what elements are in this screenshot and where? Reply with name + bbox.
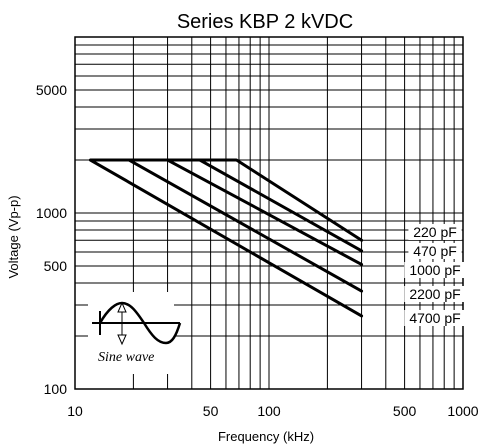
chart-title: Series KBP 2 kVDC [177, 11, 353, 33]
y-tick-label: 100 [44, 381, 68, 397]
amplitude-arrow-up-icon [117, 301, 127, 313]
x-tick-label: 500 [393, 403, 417, 419]
series-label: 470 pF [413, 243, 457, 259]
series-line [235, 158, 364, 242]
y-tick-label: 1000 [36, 205, 67, 221]
series-label: 2200 pF [409, 286, 460, 302]
series-label-bg [408, 224, 462, 240]
series-label: 220 pF [413, 224, 457, 240]
x-tick-label: 100 [257, 403, 281, 419]
sine-wave-inset: Sine wave [88, 292, 182, 374]
plot-frame [74, 36, 464, 390]
series-labels: 220 pF 470 pF 1000 pF 2200 pF 4700 pF [404, 224, 466, 326]
x-tick-labels: 10 50 100 500 1000 [67, 403, 479, 419]
sine-wave-caption: Sine wave [98, 350, 154, 365]
series-label-bg [404, 310, 466, 326]
grid [75, 37, 463, 389]
x-tick-label: 50 [203, 403, 219, 419]
y-axis-label: Voltage (Vp-p) [6, 195, 21, 278]
x-tick-label: 10 [67, 403, 83, 419]
x-axis-label: Frequency (kHz) [218, 429, 314, 444]
series-label-bg [404, 286, 466, 302]
y-tick-label: 500 [44, 258, 68, 274]
y-tick-labels: 100 500 1000 5000 [36, 82, 67, 397]
sine-wave-icon [98, 301, 182, 345]
series-label: 1000 pF [409, 262, 460, 278]
series-line [127, 158, 364, 293]
plot-border [74, 36, 464, 390]
series-line [166, 158, 364, 266]
series-label-bg [404, 262, 466, 278]
x-tick-label: 1000 [447, 403, 478, 419]
y-tick-label: 5000 [36, 82, 67, 98]
series-label-bg [408, 243, 462, 259]
series-label: 4700 pF [409, 310, 460, 326]
series-line [198, 158, 364, 253]
series-line [88, 158, 364, 318]
series-lines [88, 158, 364, 318]
amplitude-arrow-down-icon [117, 334, 127, 346]
